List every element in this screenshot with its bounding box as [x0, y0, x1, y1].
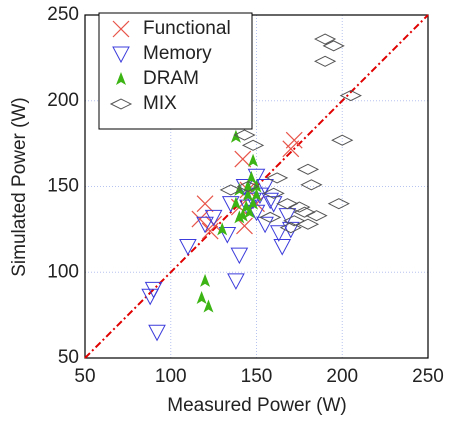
point — [282, 140, 300, 158]
legend-marker — [109, 98, 133, 110]
point — [217, 222, 228, 236]
point — [201, 222, 219, 240]
point — [305, 210, 328, 222]
point — [179, 239, 197, 256]
x-tick-label: 50 — [74, 366, 95, 387]
y-tick-label: 250 — [47, 4, 79, 25]
point — [259, 211, 282, 223]
point — [234, 210, 245, 224]
point — [269, 225, 288, 242]
point — [313, 33, 337, 45]
point — [248, 153, 259, 167]
point — [196, 216, 214, 234]
point — [200, 273, 211, 287]
legend-marker — [116, 72, 126, 85]
x-tick-label: 150 — [241, 366, 273, 387]
legend-marker — [112, 46, 130, 64]
point — [313, 55, 337, 67]
legend-label: Memory — [143, 43, 212, 64]
point — [331, 134, 354, 146]
plot-frame — [84, 14, 429, 359]
point — [242, 179, 253, 193]
point — [279, 222, 302, 234]
point — [233, 129, 256, 141]
point — [276, 198, 299, 210]
point — [148, 324, 166, 342]
point — [296, 163, 320, 175]
y-tick-label: 150 — [47, 176, 79, 197]
point — [251, 188, 262, 202]
x-tick-label: 100 — [155, 366, 187, 387]
y-tick-label: 50 — [58, 347, 79, 368]
legend-label: MIX — [143, 93, 177, 114]
point — [246, 170, 257, 184]
point — [141, 288, 160, 306]
point — [219, 184, 242, 196]
point — [327, 198, 350, 210]
point — [196, 290, 207, 304]
y-tick-label: 200 — [47, 90, 79, 111]
legend-label: DRAM — [143, 68, 199, 89]
point — [248, 196, 259, 210]
point — [230, 247, 249, 265]
point — [296, 218, 320, 230]
point — [256, 216, 274, 234]
x-axis-title: Measured Power (W) — [167, 395, 347, 416]
point — [230, 196, 241, 210]
x-tick-label: 250 — [412, 366, 444, 387]
point — [300, 179, 323, 191]
point — [236, 180, 260, 193]
point — [261, 192, 280, 210]
y-tick-label: 100 — [47, 261, 79, 282]
point — [203, 299, 214, 313]
legend-label: Functional — [143, 18, 231, 39]
x-tick-label: 200 — [326, 366, 358, 387]
point — [322, 40, 345, 52]
point — [218, 227, 237, 244]
point — [256, 179, 274, 196]
point — [265, 172, 289, 184]
point — [262, 187, 285, 199]
point — [285, 131, 303, 149]
point — [204, 209, 223, 227]
point — [234, 150, 252, 168]
legend-marker — [112, 20, 130, 38]
point — [191, 210, 209, 228]
y-axis-title: Simulated Power (W) — [9, 97, 30, 277]
point — [244, 192, 262, 210]
point — [293, 206, 316, 218]
point — [288, 201, 311, 213]
point — [244, 205, 255, 219]
point — [196, 195, 214, 213]
point — [273, 239, 292, 256]
point — [241, 139, 265, 151]
point — [227, 273, 245, 290]
point — [242, 188, 253, 202]
point — [339, 90, 362, 102]
